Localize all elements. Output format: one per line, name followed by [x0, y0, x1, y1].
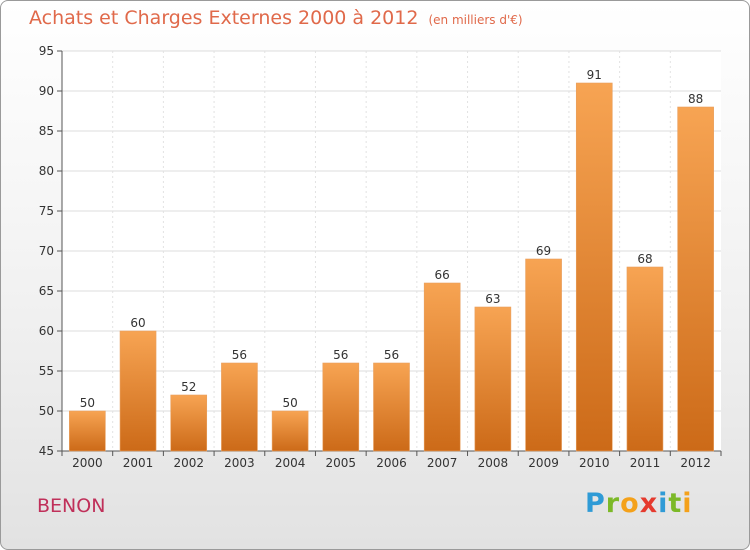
y-tick-label: 80: [39, 164, 54, 178]
bar-value-label: 69: [536, 244, 551, 258]
x-tick-label: 2009: [528, 456, 559, 470]
bar-value-label: 68: [637, 252, 652, 266]
chart-title: Achats et Charges Externes 2000 à 2012 (e…: [29, 7, 523, 29]
bar-2004: [271, 410, 309, 452]
bar-value-label: 56: [384, 348, 399, 362]
y-tick-label: 45: [39, 444, 54, 458]
y-tick-label: 90: [39, 84, 54, 98]
bar-value-label: 56: [333, 348, 348, 362]
x-tick-label: 2008: [478, 456, 509, 470]
logo-letter: i: [682, 488, 693, 519]
bar-value-label: 91: [587, 68, 602, 82]
commune-name: BENON: [37, 495, 106, 517]
chart-title-text: Achats et Charges Externes 2000 à 2012: [29, 7, 419, 29]
y-tick-label: 65: [39, 284, 54, 298]
bar-value-label: 63: [485, 292, 500, 306]
x-tick-label: 2003: [224, 456, 255, 470]
y-tick-label: 70: [39, 244, 54, 258]
bar-2006: [373, 362, 410, 452]
x-tick-label: 2002: [173, 456, 204, 470]
x-tick-label: 2011: [630, 456, 661, 470]
bar-value-label: 50: [282, 396, 297, 410]
x-tick-label: 2006: [376, 456, 407, 470]
logo-letter: t: [668, 488, 683, 519]
bar-value-label: 56: [232, 348, 247, 362]
chart-subtitle: (en milliers d'€): [428, 13, 523, 27]
logo-letter: P: [585, 488, 606, 519]
y-tick-label: 95: [39, 44, 54, 58]
logo-letter: o: [620, 488, 640, 519]
bar-value-label: 60: [130, 316, 145, 330]
bar-value-label: 88: [688, 92, 703, 106]
x-tick-label: 2001: [123, 456, 154, 470]
x-tick-label: 2010: [579, 456, 610, 470]
x-tick-label: 2007: [427, 456, 458, 470]
bar-2011: [626, 266, 664, 452]
x-tick-label: 2012: [680, 456, 711, 470]
x-tick-label: 2004: [275, 456, 306, 470]
logo-letter: r: [605, 488, 621, 519]
bar-2009: [525, 258, 562, 452]
bars: [69, 82, 714, 452]
y-tick-label: 50: [39, 404, 54, 418]
x-tick-label: 2005: [326, 456, 357, 470]
y-tick-label: 85: [39, 124, 54, 138]
bar-2008: [474, 306, 512, 452]
bar-value-label: 52: [181, 380, 196, 394]
y-tick-label: 55: [39, 364, 54, 378]
proxiti-logo: Proxiti: [585, 488, 693, 519]
bar-2007: [423, 282, 461, 452]
bar-2001: [119, 330, 157, 452]
bar-2002: [170, 394, 208, 452]
bar-value-label: 66: [435, 268, 450, 282]
y-tick-label: 60: [39, 324, 54, 338]
bar-2012: [677, 106, 714, 452]
bar-2005: [322, 362, 360, 452]
y-tick-label: 75: [39, 204, 54, 218]
bar-value-label: 50: [80, 396, 95, 410]
bar-2010: [575, 82, 613, 452]
logo-letter: i: [658, 488, 669, 519]
bar-2003: [221, 362, 258, 452]
logo-letter: x: [639, 488, 659, 519]
x-tick-label: 2000: [72, 456, 103, 470]
bar-2000: [69, 410, 106, 452]
data-labels: 50 60 52 56 50 56 56 66 63 69 91 68 88: [80, 68, 704, 410]
